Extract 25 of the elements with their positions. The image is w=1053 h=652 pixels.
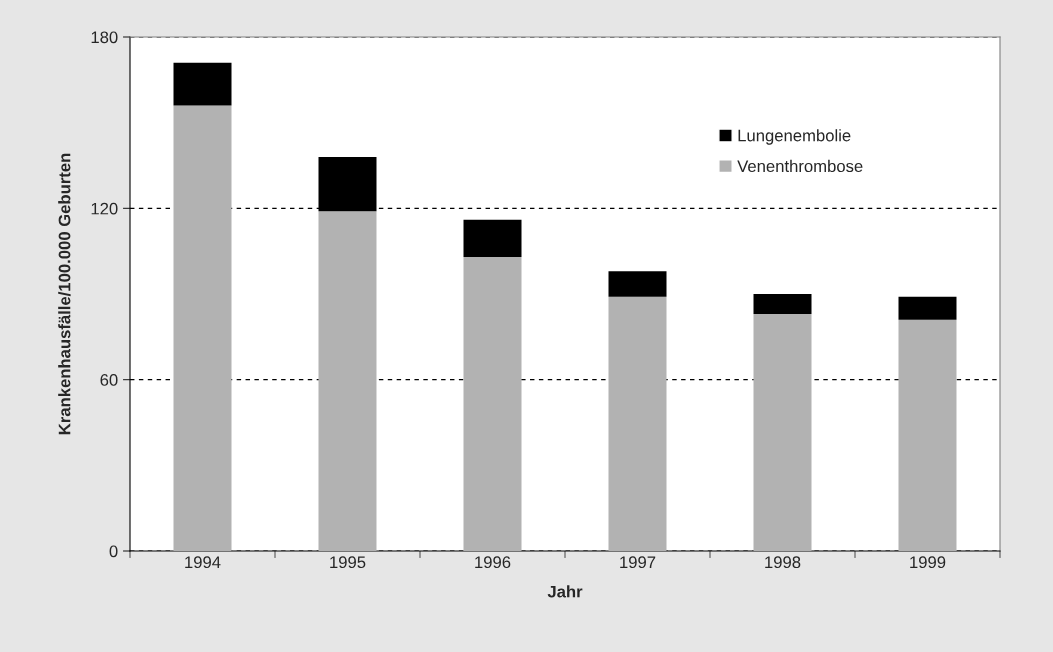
x-tick-label: 1995	[330, 556, 366, 569]
bar	[463, 256, 522, 551]
bar	[608, 271, 667, 297]
y-tick-label: 0	[109, 545, 118, 558]
bar	[173, 105, 232, 551]
y-tick-label: 60	[100, 374, 118, 386]
x-tick-label: 1996	[475, 556, 511, 569]
x-tick-label: 1998	[765, 556, 801, 569]
bar	[753, 313, 812, 551]
bar	[318, 211, 377, 551]
bar	[173, 62, 232, 106]
legend-label: Lungenembolie	[738, 129, 851, 145]
legend-label: Venenthrombose	[737, 159, 863, 173]
x-axis-title: Jahr	[547, 585, 583, 598]
bar	[898, 319, 957, 551]
y-tick-label: 120	[91, 202, 118, 215]
x-tick-label: 1997	[620, 556, 656, 569]
y-axis-title: Krankenhausfälle/100.000 Geburten	[58, 153, 71, 435]
y-tick-label: 180	[91, 31, 118, 44]
bar	[753, 294, 812, 314]
bar	[463, 219, 522, 257]
bar	[608, 296, 667, 551]
x-tick-label: 1999	[910, 556, 946, 569]
bar	[898, 296, 957, 320]
x-tick-label: 1994	[185, 556, 221, 569]
